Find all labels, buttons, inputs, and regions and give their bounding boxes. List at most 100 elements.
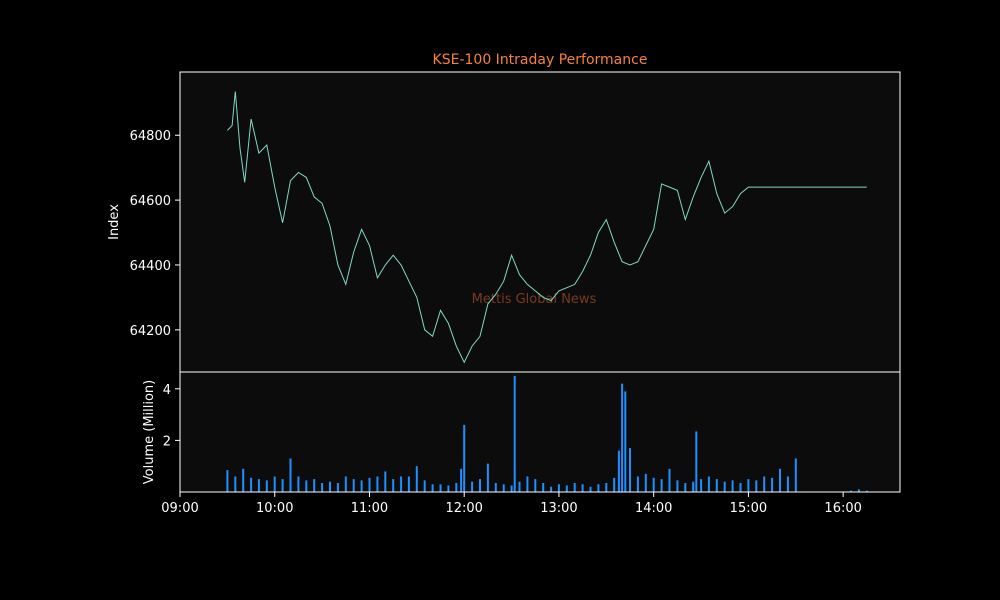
volume-bar bbox=[636, 476, 639, 492]
volume-bar bbox=[692, 481, 695, 492]
volume-bar bbox=[376, 476, 379, 492]
volume-bar bbox=[617, 450, 620, 492]
volume-bar bbox=[486, 463, 489, 492]
volume-bar bbox=[589, 486, 592, 492]
volume-bar bbox=[557, 484, 560, 492]
volume-bar bbox=[526, 476, 529, 492]
volume-bar bbox=[573, 483, 576, 492]
volume-bar bbox=[321, 483, 324, 492]
price-series-line bbox=[227, 91, 867, 364]
price-y-tick-label: 64200 bbox=[130, 324, 171, 339]
volume-bar bbox=[605, 483, 608, 492]
volume-bar bbox=[273, 476, 276, 492]
volume-bars bbox=[226, 375, 868, 492]
volume-bar bbox=[786, 476, 789, 492]
volume-bar bbox=[494, 483, 497, 492]
volume-bar bbox=[510, 485, 513, 492]
volume-bar bbox=[471, 481, 474, 492]
volume-bar bbox=[747, 479, 750, 492]
volume-bar bbox=[384, 471, 387, 492]
volume-bar bbox=[676, 480, 679, 492]
volume-bar bbox=[313, 479, 316, 492]
volume-bar bbox=[779, 468, 781, 492]
volume-bar bbox=[629, 448, 631, 492]
volume-bar bbox=[226, 470, 229, 492]
volume-bar bbox=[695, 431, 698, 492]
chart-title: KSE-100 Intraday Performance bbox=[433, 52, 648, 68]
volume-bar bbox=[700, 479, 703, 492]
volume-bar bbox=[463, 424, 466, 492]
volume-bar bbox=[739, 483, 742, 492]
x-tick-label: 15:00 bbox=[730, 501, 767, 516]
volume-bar bbox=[336, 483, 339, 492]
volume-bar bbox=[660, 479, 663, 492]
volume-bar bbox=[479, 479, 481, 492]
x-tick-label: 10:00 bbox=[256, 501, 293, 516]
volume-bar bbox=[392, 479, 395, 492]
volume-bar bbox=[242, 468, 245, 492]
volume-bar bbox=[423, 480, 426, 492]
volume-bar bbox=[755, 480, 758, 492]
volume-bar bbox=[447, 485, 450, 492]
volume-y-tick-label: 4 bbox=[163, 383, 171, 398]
volume-bar bbox=[305, 480, 308, 492]
volume-bar bbox=[455, 483, 458, 492]
volume-bar bbox=[668, 468, 671, 492]
volume-bar bbox=[502, 484, 505, 492]
price-y-ticks: 64200 64400 64600 64800 bbox=[130, 129, 180, 339]
volume-bar bbox=[621, 383, 624, 492]
volume-bar bbox=[368, 477, 371, 492]
volume-bar bbox=[352, 479, 355, 492]
volume-panel: 24 09:00 10:00 11:00 12:00 13:00 14:00 15:00 16… bbox=[142, 371, 901, 516]
volume-bar bbox=[865, 490, 868, 492]
time-x-ticks: 09:00 10:00 11:00 12:00 13:00 14:00 15:00 16:00 bbox=[161, 492, 862, 516]
volume-bar bbox=[715, 479, 718, 492]
x-tick-label: 13:00 bbox=[540, 501, 577, 516]
price-y-axis-label: Index bbox=[107, 204, 122, 240]
x-tick-label: 09:00 bbox=[161, 501, 198, 516]
price-plot-area bbox=[180, 72, 900, 372]
volume-bar bbox=[265, 480, 268, 492]
volume-bar bbox=[257, 479, 260, 492]
x-tick-label: 16:00 bbox=[824, 501, 861, 516]
volume-plot-area bbox=[180, 372, 900, 492]
volume-bar bbox=[565, 485, 568, 492]
volume-y-axis-label: Volume (Million) bbox=[142, 380, 157, 484]
volume-bar bbox=[624, 391, 627, 492]
price-y-tick-label: 64600 bbox=[130, 194, 171, 209]
volume-bar bbox=[329, 481, 331, 492]
volume-bar bbox=[771, 477, 774, 492]
volume-bar bbox=[415, 466, 418, 492]
watermark-text: Mettis Global News bbox=[472, 292, 597, 307]
volume-bar bbox=[684, 483, 687, 492]
volume-bar bbox=[613, 477, 616, 492]
volume-bar bbox=[550, 486, 553, 492]
volume-bar bbox=[597, 484, 600, 492]
price-y-tick-label: 64800 bbox=[130, 129, 171, 144]
volume-y-ticks: 24 bbox=[163, 383, 180, 449]
volume-bar bbox=[581, 484, 584, 492]
volume-bar bbox=[644, 473, 647, 492]
volume-bar bbox=[534, 479, 537, 492]
volume-bar bbox=[360, 480, 363, 492]
x-tick-label: 14:00 bbox=[635, 501, 672, 516]
volume-bar bbox=[763, 476, 766, 492]
volume-bar bbox=[513, 375, 516, 492]
x-tick-label: 12:00 bbox=[445, 501, 482, 516]
volume-bar bbox=[518, 481, 521, 492]
volume-axes-frame bbox=[179, 371, 901, 493]
volume-bar bbox=[652, 477, 655, 492]
x-tick-label: 11:00 bbox=[351, 501, 388, 516]
volume-bar bbox=[542, 483, 545, 492]
volume-bar bbox=[439, 484, 442, 492]
volume-bar bbox=[431, 484, 434, 492]
volume-bar bbox=[289, 458, 292, 492]
volume-bar bbox=[723, 481, 726, 492]
volume-y-tick-label: 2 bbox=[163, 434, 171, 449]
volume-bar bbox=[250, 477, 253, 492]
volume-bar bbox=[794, 458, 797, 492]
volume-bar bbox=[731, 480, 734, 492]
price-y-tick-label: 64400 bbox=[130, 259, 171, 274]
